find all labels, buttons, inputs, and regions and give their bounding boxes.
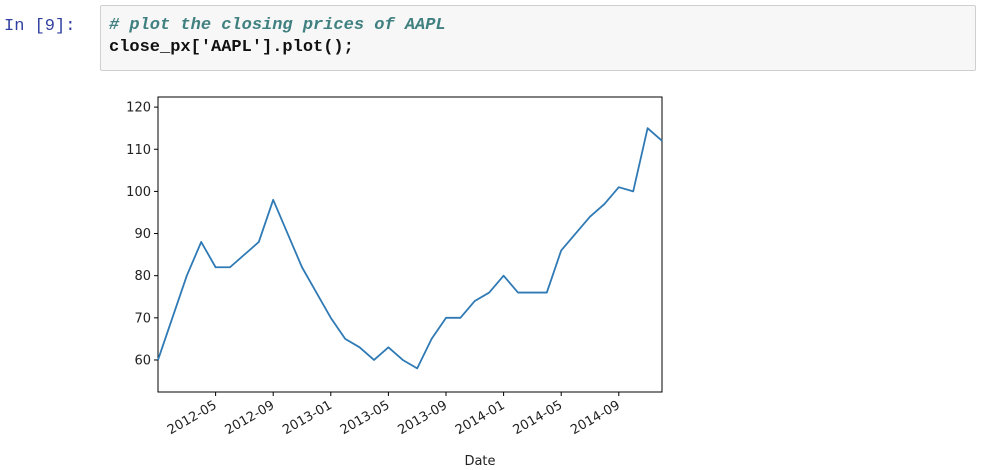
y-tick-label: 90: [134, 227, 151, 242]
plot-frame: [157, 96, 663, 393]
x-tick-label: 2013-05: [338, 398, 393, 438]
x-axis-label: Date: [464, 454, 495, 469]
y-tick-label: 110: [126, 143, 151, 158]
y-tick-label: 70: [134, 311, 151, 326]
x-tick-label: 2014-01: [453, 398, 508, 438]
x-tick-label: 2014-09: [568, 398, 623, 438]
code-line: close_px['AAPL'].plot();: [109, 38, 354, 57]
x-tick-label: 2012-09: [223, 398, 278, 438]
code-cell[interactable]: # plot the closing prices of AAPL close_p…: [100, 5, 976, 71]
x-tick-label: 2013-09: [395, 398, 450, 438]
cell-prompt: In [9]:: [4, 17, 76, 36]
x-tick-label: 2014-05: [511, 398, 566, 438]
y-tick-label: 60: [134, 353, 151, 368]
y-tick-label: 100: [126, 185, 151, 200]
y-tick-label: 80: [134, 269, 151, 284]
x-tick-label: 2013-01: [280, 398, 335, 438]
x-tick-label: 2012-05: [165, 398, 220, 438]
code-comment: # plot the closing prices of AAPL: [109, 16, 446, 35]
y-tick-label: 120: [126, 101, 151, 116]
line: [157, 127, 663, 370]
